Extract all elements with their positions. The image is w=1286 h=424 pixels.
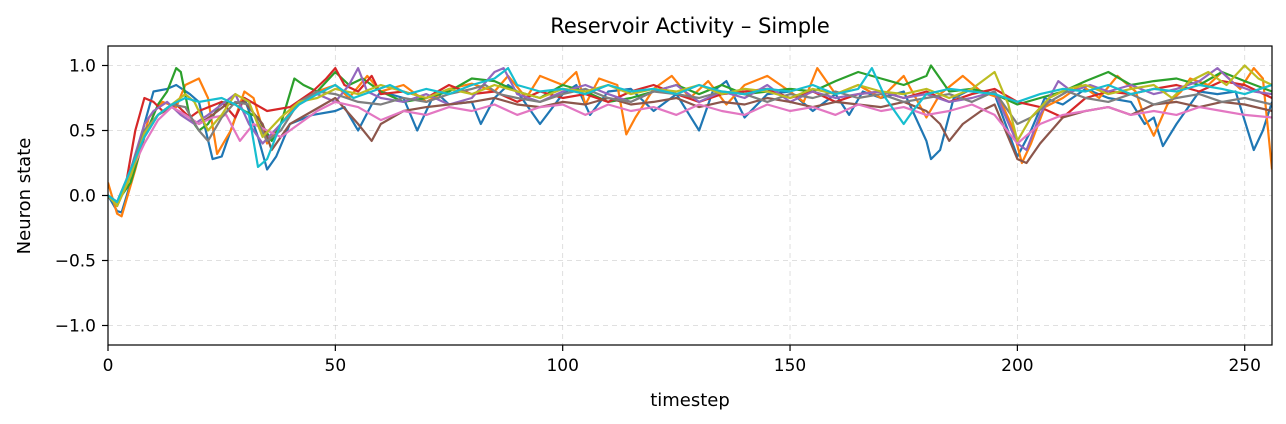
series-line-9 (108, 64, 1272, 207)
y-tick-label: −0.5 (55, 252, 96, 272)
x-tick-label: 200 (1001, 356, 1033, 376)
series-line-2 (108, 67, 1272, 218)
x-axis-label: timestep (650, 390, 730, 411)
x-tick-label: 150 (774, 356, 806, 376)
y-tick-label: 0.5 (69, 122, 96, 142)
series-line-10 (108, 67, 1272, 204)
y-tick-label: 1.0 (69, 57, 96, 77)
x-tick-label: 0 (103, 356, 114, 376)
x-tick-label: 50 (325, 356, 347, 376)
series-layer (108, 64, 1272, 218)
series-line-7 (108, 100, 1272, 204)
y-axis: −1.0 −0.5 0.0 0.5 1.0 (55, 57, 108, 337)
chart-title: Reservoir Activity – Simple (550, 14, 830, 38)
y-axis-label: Neuron state (14, 138, 35, 255)
x-axis: 0 50 100 150 200 250 (103, 345, 1261, 376)
y-tick-label: 0.0 (69, 187, 96, 207)
series-line-6 (108, 96, 1272, 207)
x-tick-label: 250 (1228, 356, 1260, 376)
y-tick-label: −1.0 (55, 317, 96, 337)
x-tick-label: 100 (546, 356, 578, 376)
